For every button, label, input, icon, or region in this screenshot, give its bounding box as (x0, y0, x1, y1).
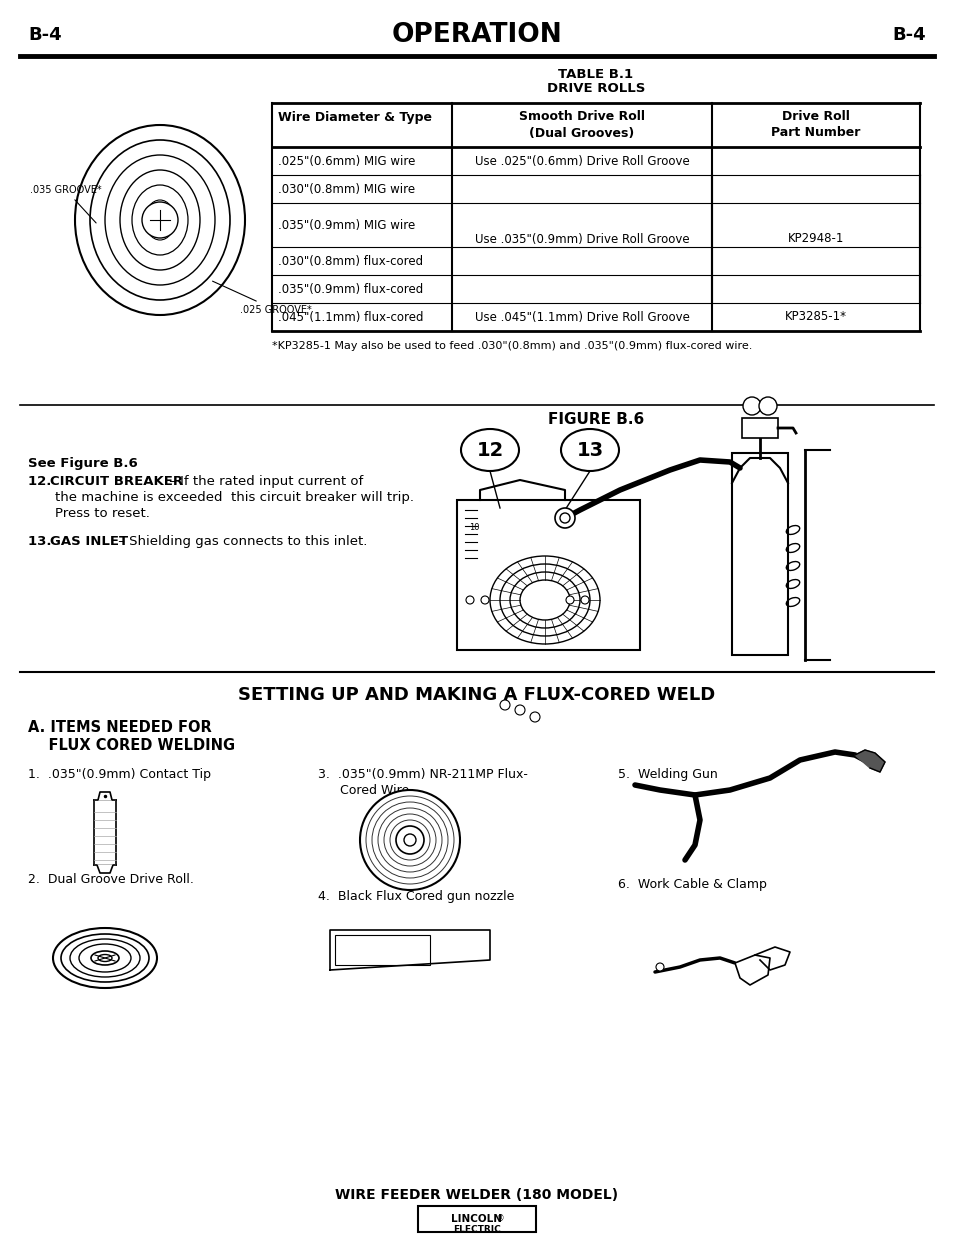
Circle shape (403, 834, 416, 846)
Text: LINCOLN: LINCOLN (451, 1214, 502, 1224)
Text: 13.: 13. (28, 535, 56, 548)
Text: Smooth Drive Roll: Smooth Drive Roll (518, 110, 644, 124)
Circle shape (465, 597, 474, 604)
Text: TABLE B.1: TABLE B.1 (558, 68, 633, 80)
Text: ELECTRIC: ELECTRIC (453, 1224, 500, 1234)
Circle shape (656, 963, 663, 971)
Text: WIRE FEEDER WELDER (180 MODEL): WIRE FEEDER WELDER (180 MODEL) (335, 1188, 618, 1202)
Text: 10: 10 (469, 522, 479, 531)
Polygon shape (330, 930, 490, 969)
Circle shape (142, 203, 178, 238)
Text: Drive Roll: Drive Roll (781, 110, 849, 124)
Bar (94, 800, 116, 864)
Polygon shape (734, 955, 769, 986)
Text: Cored Wire: Cored Wire (339, 784, 409, 797)
Circle shape (580, 597, 588, 604)
Ellipse shape (460, 429, 518, 471)
Polygon shape (94, 792, 116, 800)
Text: .035"(0.9mm) flux-cored: .035"(0.9mm) flux-cored (277, 283, 423, 295)
Bar (741, 417, 778, 438)
Text: 3.  .035"(0.9mm) NR-211MP Flux-: 3. .035"(0.9mm) NR-211MP Flux- (317, 768, 527, 781)
Circle shape (515, 705, 524, 715)
Circle shape (499, 700, 510, 710)
Text: 4.  Black Flux Cored gun nozzle: 4. Black Flux Cored gun nozzle (317, 890, 514, 903)
Circle shape (359, 790, 459, 890)
Text: .025"(0.6mm) MIG wire: .025"(0.6mm) MIG wire (277, 154, 415, 168)
Text: GAS INLET: GAS INLET (50, 535, 128, 548)
Polygon shape (94, 864, 116, 873)
Text: KP2948-1: KP2948-1 (787, 232, 843, 246)
Circle shape (555, 508, 575, 529)
Text: .035"(0.9mm) MIG wire: .035"(0.9mm) MIG wire (277, 219, 415, 231)
Text: KP3285-1*: KP3285-1* (784, 310, 846, 324)
Ellipse shape (560, 429, 618, 471)
Circle shape (559, 513, 569, 522)
Text: 12.: 12. (28, 475, 56, 488)
Text: FIGURE B.6: FIGURE B.6 (547, 412, 643, 427)
Text: 2.  Dual Groove Drive Roll.: 2. Dual Groove Drive Roll. (28, 873, 193, 885)
Text: Part Number: Part Number (771, 126, 860, 140)
Polygon shape (754, 947, 789, 969)
Text: Use .035"(0.9mm) Drive Roll Groove: Use .035"(0.9mm) Drive Roll Groove (475, 232, 689, 246)
Text: .035 GROOVE*: .035 GROOVE* (30, 185, 102, 224)
Polygon shape (854, 750, 884, 772)
Circle shape (565, 597, 574, 604)
Text: .030"(0.8mm) MIG wire: .030"(0.8mm) MIG wire (277, 183, 415, 195)
Text: 13: 13 (576, 441, 603, 459)
Text: 1.  .035"(0.9mm) Contact Tip: 1. .035"(0.9mm) Contact Tip (28, 768, 211, 781)
Text: .025 GROOVE*: .025 GROOVE* (213, 282, 312, 315)
Circle shape (759, 396, 776, 415)
Text: Use .045"(1.1mm) Drive Roll Groove: Use .045"(1.1mm) Drive Roll Groove (474, 310, 689, 324)
Text: 12: 12 (476, 441, 503, 459)
Text: A. ITEMS NEEDED FOR: A. ITEMS NEEDED FOR (28, 720, 212, 735)
Text: – Shielding gas connects to this inlet.: – Shielding gas connects to this inlet. (113, 535, 367, 548)
Bar (713, 177, 918, 301)
Bar (272, 103, 919, 331)
Text: CIRCUIT BREAKER: CIRCUIT BREAKER (50, 475, 183, 488)
Text: .045"(1.1mm) flux-cored: .045"(1.1mm) flux-cored (277, 310, 423, 324)
Text: Press to reset.: Press to reset. (55, 508, 150, 520)
Circle shape (530, 713, 539, 722)
Circle shape (742, 396, 760, 415)
Text: DRIVE ROLLS: DRIVE ROLLS (546, 83, 644, 95)
Text: OPERATION: OPERATION (392, 22, 561, 48)
Ellipse shape (98, 955, 112, 962)
Circle shape (480, 597, 489, 604)
Text: 5.  Welding Gun: 5. Welding Gun (618, 768, 717, 781)
Bar (731, 453, 787, 655)
Text: Wire Diameter & Type: Wire Diameter & Type (277, 110, 432, 124)
Text: Use .025"(0.6mm) Drive Roll Groove: Use .025"(0.6mm) Drive Roll Groove (475, 154, 689, 168)
Text: 6.  Work Cable & Clamp: 6. Work Cable & Clamp (618, 878, 766, 890)
Bar (456, 500, 639, 650)
Text: *KP3285-1 May also be used to feed .030"(0.8mm) and .035"(0.9mm) flux-cored wire: *KP3285-1 May also be used to feed .030"… (272, 341, 752, 351)
Circle shape (395, 826, 423, 853)
Text: See Figure B.6: See Figure B.6 (28, 457, 137, 471)
Ellipse shape (91, 951, 119, 965)
Text: (Dual Grooves): (Dual Grooves) (529, 126, 634, 140)
Text: the machine is exceeded  this circuit breaker will trip.: the machine is exceeded this circuit bre… (55, 492, 414, 504)
Text: SETTING UP AND MAKING A FLUX-CORED WELD: SETTING UP AND MAKING A FLUX-CORED WELD (238, 685, 715, 704)
Text: .030"(0.8mm) flux-cored: .030"(0.8mm) flux-cored (277, 254, 423, 268)
Text: B-4: B-4 (28, 26, 62, 44)
Text: FLUX CORED WELDING: FLUX CORED WELDING (28, 739, 234, 753)
Text: ®: ® (497, 1214, 504, 1224)
Text: B-4: B-4 (891, 26, 925, 44)
Bar (335, 935, 430, 965)
Bar (417, 1207, 536, 1233)
Text: – If the rated input current of: – If the rated input current of (165, 475, 363, 488)
